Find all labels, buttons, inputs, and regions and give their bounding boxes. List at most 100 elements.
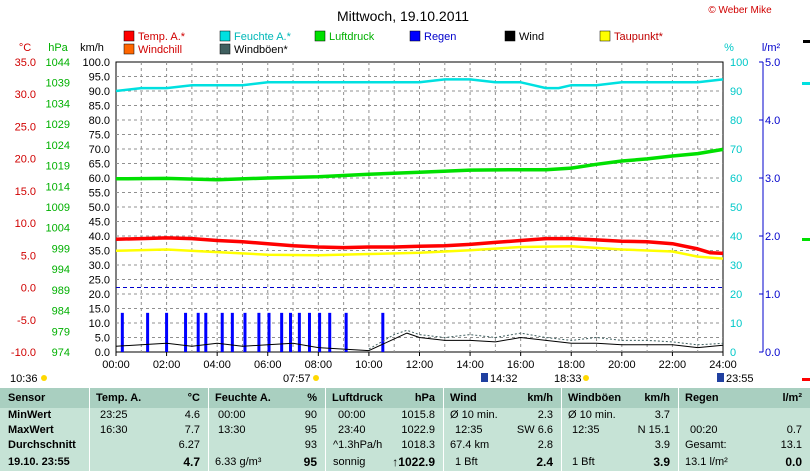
wind-tick-label: 75.0 [89,130,110,142]
gust-unit-header: km/h [644,392,670,404]
avg-rain-label: Gesamt: [685,439,727,451]
legend-label: Windchill [138,44,182,56]
rain-tick-label: 5.0 [765,57,780,69]
max-hum-time: 13:30 [218,424,246,436]
legend-label: Temp. A.* [138,31,186,43]
avg-wind-value: 2.8 [537,439,553,451]
wind-tick-label: 10.0 [89,318,110,330]
temp-tick-label: 10.0 [15,218,36,230]
legend-label: Feuchte A.* [234,31,292,43]
max-press-time: 23:40 [338,424,366,436]
edge-mark [802,82,810,85]
min-temp-value: 4.6 [184,409,200,421]
rain-tick-label: 1.0 [765,289,780,301]
x-tick-label: 08:00 [305,359,333,371]
rain-bar [120,312,124,352]
humidity-tick-label: 80 [730,115,742,127]
pressure-unit-header: hPa [414,392,435,404]
temp-tick-label: -5.0 [17,315,36,327]
edge-mark [802,238,810,241]
rain-tick-label: 4.0 [765,115,780,127]
legend-label: Luftdruck [329,31,375,43]
x-tick-label: 02:00 [153,359,181,371]
current-hum-value: 95 [303,455,317,469]
pressure-tick-label: 1004 [46,223,70,235]
rain-axis-unit: l/m² [762,42,781,54]
max-press-value: 1022.9 [401,424,435,436]
humidity-tick-label: 10 [730,318,742,330]
max-gust-time: 12:35 [572,424,600,436]
x-tick-label: 04:00 [203,359,231,371]
humidity-tick-label: 70 [730,144,742,156]
sensor-header: Sensor [8,392,46,404]
rain-bar [196,312,200,352]
pressure-tick-label: 1019 [46,161,70,173]
temp-tick-label: 5.0 [21,250,36,262]
temp-tick-label: 35.0 [15,57,36,69]
legend-label: Taupunkt* [614,31,664,43]
current-press-value: ↑1022.9 [392,455,435,469]
weather-chart: Mittwoch, 19.10.2011 © Weber Mike Temp. … [10,5,810,385]
column-divider [89,388,90,471]
pressure-tick-label: 999 [52,243,70,255]
rain-unit-header: l/m² [782,392,802,404]
edge-mark [803,40,810,43]
rain-bar [381,312,385,352]
min-hum-value: 90 [304,409,317,421]
avg-hum-value: 93 [304,439,317,451]
min-press-time: 00:00 [338,409,366,421]
legend-swatch [123,43,135,55]
pressure-tick-label: 989 [52,285,70,297]
x-tick-label: 20:00 [608,359,636,371]
avg-temp-value: 6.27 [178,439,200,451]
edge-mark [802,378,810,381]
temp-tick-label: -10.0 [11,347,36,359]
temp-tick-label: 30.0 [15,89,36,101]
pressure-tick-label: 1009 [46,202,70,214]
wind-header: Wind [450,392,477,404]
series-line-tempa [115,236,724,256]
max-wind-value: SW 6.6 [516,424,553,436]
sun-icon-left [41,375,47,381]
rain-bar [204,312,208,352]
series-line-wind [115,332,724,352]
avg-row-label: Durchschnitt [8,439,76,451]
humidity-unit-header: % [307,392,317,404]
chart-title: Mittwoch, 19.10.2011 [337,8,469,24]
legend-swatch [409,30,421,42]
max-temp-value: 7.7 [184,424,200,436]
wind-tick-label: 0.0 [95,347,110,359]
humidity-tick-label: 0 [730,347,736,359]
rain-bar [318,312,322,352]
wind-tick-label: 100.0 [82,57,110,69]
humidity-tick-label: 90 [730,86,742,98]
legend-swatch [219,43,231,55]
current-wind-value: 2.4 [536,455,553,469]
rain-tick-label: 0.0 [765,347,780,359]
pressure-axis-unit: hPa [48,42,68,54]
rain-bar [307,312,311,352]
x-axis-ticks: 00:00 02:00 04:00 06:00 08:00 10:00 12:00 14:00… [102,352,737,371]
min-temp-time: 23:25 [100,409,128,421]
min-press-value: 1015.8 [401,409,435,421]
max-gust-value: N 15.1 [637,424,670,436]
wind-tick-label: 5.0 [95,333,110,345]
rain-bar [328,312,332,352]
wind-tick-label: 20.0 [89,289,110,301]
x-tick-label: 14:00 [456,359,484,371]
humidity-tick-label: 100 [730,57,748,69]
legend-swatch [599,30,611,42]
wind-tick-label: 85.0 [89,101,110,113]
moonset-icon [717,373,724,382]
x-tick-label: 06:00 [254,359,282,371]
rain-bar [184,312,188,352]
min-row-label: MinWert [8,409,52,421]
rain-bar [297,312,301,352]
temp-tick-label: 0.0 [21,283,36,295]
column-divider [443,388,444,471]
series-line-windben [368,329,724,350]
wind-tick-label: 50.0 [89,202,110,214]
left-time-label: 10:36 [10,373,38,385]
chart-axes: -10.0 -5.0 0.0 5.0 10.0 15.0 20.0 25.0 30.0 35.0 9… [11,57,780,359]
rain-bar [146,312,150,352]
